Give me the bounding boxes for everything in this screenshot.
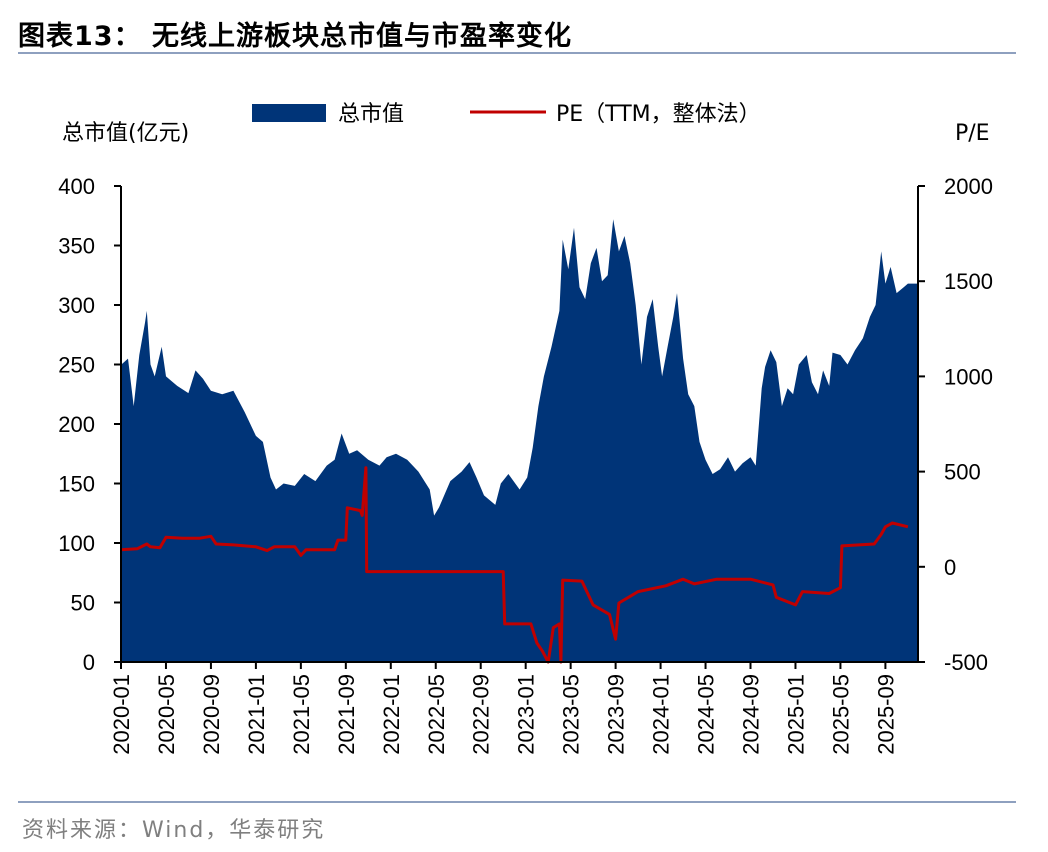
- left-tick-label: 150: [58, 472, 95, 497]
- x-tick-label: 2023-05: [559, 674, 584, 755]
- x-tick-label: 2023-09: [604, 674, 629, 755]
- right-tick-label: 500: [944, 460, 981, 485]
- right-tick-label: 1500: [944, 269, 993, 294]
- right-tick-label: 0: [944, 555, 956, 580]
- market-cap-area: [121, 219, 918, 663]
- right-tick-label: 2000: [944, 174, 993, 199]
- figure-title: 图表13： 无线上游板块总市值与市盈率变化: [18, 21, 572, 52]
- left-tick-label: 350: [58, 234, 95, 259]
- legend-line-label: PE（TTM，整体法）: [556, 102, 761, 127]
- x-tick-label: 2021-09: [334, 674, 359, 755]
- x-tick-label: 2022-09: [469, 674, 494, 755]
- pe-line: [121, 466, 909, 664]
- x-tick-label: 2025-05: [828, 674, 853, 755]
- x-tick-label: 2025-01: [783, 674, 808, 755]
- left-tick-label: 400: [58, 174, 95, 199]
- x-tick-label: 2020-01: [109, 674, 134, 755]
- left-tick-label: 200: [58, 412, 95, 437]
- x-tick-label: 2020-05: [154, 674, 179, 755]
- source-note: 资料来源：Wind，华泰研究: [22, 818, 326, 843]
- left-tick-label: 100: [58, 531, 95, 556]
- left-tick-label: 50: [71, 591, 95, 616]
- top-divider: [18, 52, 1016, 54]
- legend: 总市值 PE（TTM，整体法）: [252, 102, 761, 127]
- chart-svg: 总市值 PE（TTM，整体法） 总市值(亿元) P/E 0 50 100 150 200…: [58, 102, 993, 755]
- x-tick-label: 2024-05: [694, 674, 719, 755]
- legend-area-label: 总市值: [338, 102, 404, 127]
- x-tick-label: 2024-01: [649, 674, 674, 755]
- right-axis-title: P/E: [955, 121, 990, 146]
- bottom-divider: [18, 801, 1016, 803]
- x-tick-label: 2022-05: [424, 674, 449, 755]
- x-tick-label: 2025-09: [873, 674, 898, 755]
- left-tick-label: 300: [58, 293, 95, 318]
- legend-area-swatch: [252, 104, 326, 122]
- left-axis-title: 总市值(亿元): [62, 121, 189, 146]
- right-tick-label: 1000: [944, 364, 993, 389]
- right-tick-label: -500: [944, 650, 988, 675]
- x-tick-label: 2021-05: [289, 674, 314, 755]
- axes: 0 50 100 150 200 250 300 350 400 -500 0 500 1000 1500…: [58, 174, 993, 755]
- x-tick-label: 2022-01: [379, 674, 404, 755]
- left-tick-label: 250: [58, 353, 95, 378]
- x-tick-label: 2023-01: [514, 674, 539, 755]
- x-tick-label: 2024-09: [739, 674, 764, 755]
- x-tick-label: 2020-09: [199, 674, 224, 755]
- left-tick-label: 0: [83, 650, 95, 675]
- x-tick-label: 2021-01: [244, 674, 269, 755]
